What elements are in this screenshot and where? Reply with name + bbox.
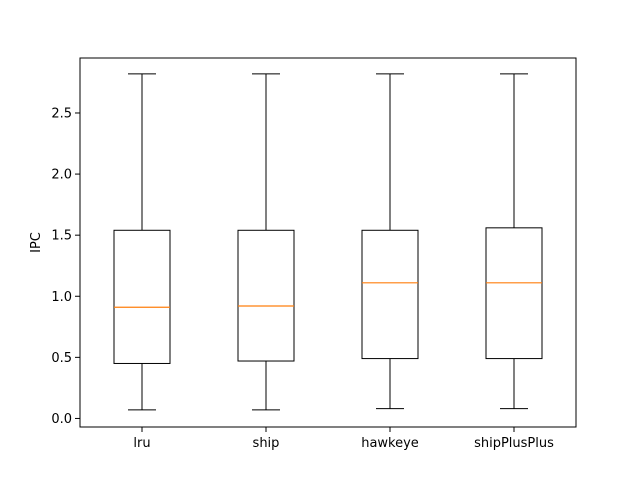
y-tick-label: 2.5 xyxy=(51,106,72,121)
box-series xyxy=(113,73,543,411)
x-axis-ticks: lru ship hawkeye shipPlusPlus xyxy=(133,427,554,451)
x-tick-label: lru xyxy=(133,436,150,451)
y-tick-label: 1.5 xyxy=(51,229,72,244)
x-tick-label: hawkeye xyxy=(361,436,419,451)
box-group-lru xyxy=(113,73,171,411)
iqr-box xyxy=(237,229,295,362)
iqr-box xyxy=(113,229,171,364)
plot-area xyxy=(79,57,577,428)
iqr-box xyxy=(361,229,419,360)
box-group-ship xyxy=(237,73,295,411)
y-axis-label: IPC xyxy=(29,232,44,253)
y-tick-label: 0.0 xyxy=(51,412,72,427)
x-tick-label: ship xyxy=(253,436,280,451)
y-axis-ticks: 0.0 0.5 1.0 1.5 2.0 2.5 xyxy=(51,106,80,427)
x-tick-label: shipPlusPlus xyxy=(474,436,554,451)
y-tick-label: 1.0 xyxy=(51,290,72,305)
iqr-box xyxy=(485,227,543,360)
box-group-shipPlusPlus xyxy=(485,73,543,410)
box-group-hawkeye xyxy=(361,73,419,410)
y-tick-label: 2.0 xyxy=(51,168,72,183)
y-tick-label: 0.5 xyxy=(51,351,72,366)
